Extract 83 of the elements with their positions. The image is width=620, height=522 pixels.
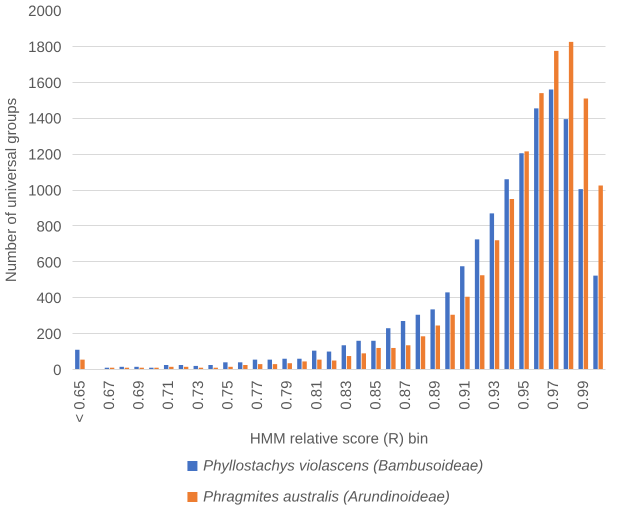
x-tick-label: 0.67 [101, 380, 118, 410]
bar [490, 213, 494, 370]
x-tick-label: 0.97 [545, 380, 562, 410]
x-tick-label: 0.91 [456, 380, 474, 410]
x-tick-label: < 0.65 [71, 380, 88, 423]
bar [356, 340, 361, 370]
bar [534, 108, 538, 370]
x-tick-label: 0.83 [338, 380, 355, 410]
bar [450, 314, 455, 370]
bar [465, 296, 470, 370]
bar [474, 239, 480, 370]
bar [494, 240, 500, 370]
bar [317, 360, 322, 370]
bar [564, 119, 568, 370]
bar [282, 358, 287, 370]
bar [578, 189, 583, 370]
x-tick-label: 0.85 [368, 380, 385, 410]
bar [386, 328, 390, 370]
bar [519, 153, 524, 370]
y-tick-label: 1800 [28, 38, 62, 56]
y-tick-label: 1400 [28, 110, 62, 128]
bar [430, 309, 435, 370]
bar [164, 365, 168, 370]
bar [400, 321, 406, 370]
x-tick-label: 0.81 [308, 380, 326, 410]
y-tick-label: 1200 [28, 146, 62, 164]
bar [302, 361, 307, 370]
bar [416, 314, 420, 370]
y-axis-title: Number of universal groups [3, 98, 20, 282]
bar [593, 276, 598, 370]
y-tick-label: 1600 [28, 74, 62, 92]
bar [178, 365, 184, 370]
bar [568, 42, 574, 370]
bar [297, 358, 302, 370]
bar [460, 266, 464, 370]
x-tick-label: 0.93 [486, 380, 503, 410]
bar [376, 348, 381, 370]
y-tick-label: 200 [36, 326, 62, 344]
legend-label: Phragmites australis (Arundinoideae) [203, 488, 450, 506]
x-tick-label: 0.95 [516, 380, 533, 410]
bar [268, 360, 272, 370]
bar [504, 179, 509, 370]
x-tick-label: 0.89 [426, 380, 444, 410]
y-tick-label: 0 [53, 362, 62, 379]
bar [554, 50, 558, 370]
x-tick-label: 0.87 [397, 380, 414, 410]
x-tick-label: 0.99 [574, 380, 592, 410]
bar [288, 363, 292, 370]
bar [223, 362, 228, 370]
bar [371, 340, 376, 370]
bar [312, 350, 316, 370]
y-tick-label: 400 [36, 290, 62, 308]
bar [342, 345, 346, 370]
bar [391, 348, 396, 370]
bar [510, 198, 514, 370]
bar [258, 364, 262, 370]
x-tick-label: 0.79 [278, 380, 296, 410]
x-tick-label: 0.71 [160, 380, 178, 410]
bar [436, 326, 440, 370]
bar [243, 365, 248, 370]
bar [406, 345, 410, 370]
bar [238, 362, 242, 370]
bar [524, 151, 529, 370]
x-tick-label: 0.73 [190, 380, 207, 410]
bar [548, 89, 554, 370]
x-tick-label: 0.69 [130, 380, 148, 410]
bar [332, 360, 336, 370]
bar [584, 98, 588, 370]
bar [598, 186, 603, 370]
y-tick-label: 800 [36, 218, 62, 236]
bar [539, 93, 544, 370]
bar [445, 292, 450, 370]
x-tick-label: 0.77 [249, 380, 266, 410]
y-tick-label: 2000 [28, 3, 62, 20]
bar [75, 350, 80, 370]
bar [208, 365, 213, 370]
bar [362, 353, 366, 370]
x-axis-title: HMM relative score (R) bin [250, 430, 428, 448]
bar [480, 275, 484, 370]
legend-label: Phyllostachys violascens (Bambusoideae) [203, 458, 484, 474]
y-tick-label: 1000 [28, 182, 62, 200]
x-tick-label: 0.75 [219, 380, 236, 410]
y-tick-label: 600 [36, 254, 62, 272]
